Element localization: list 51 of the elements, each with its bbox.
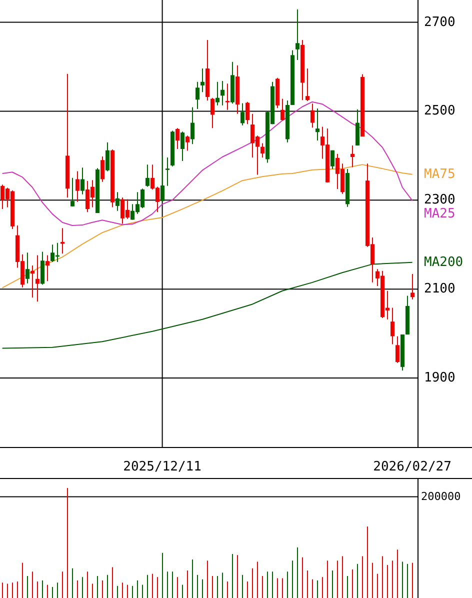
candlestick [246,101,250,125]
candlestick [356,108,360,146]
y-tick-label: 2100 [424,282,456,297]
candlestick [226,83,230,110]
candlestick [310,103,314,128]
candlestick [306,68,310,102]
candlestick [160,155,164,202]
candlestick [176,128,180,150]
line-series [2,164,413,288]
candlestick [410,273,414,300]
candlestick [190,106,194,145]
candlestick [100,156,104,182]
candlestick [180,131,184,162]
candlestick [76,170,80,202]
candlestick [330,150,334,170]
y-tick-label: 2500 [424,104,456,119]
candlestick [40,251,44,286]
candlestick [186,135,190,152]
candlestick [80,167,84,195]
text: 200000 [421,490,461,503]
candlestick [116,192,120,212]
candlestick [26,252,30,284]
x-tick-label: 2025/12/11 [123,460,202,475]
candlestick [260,142,264,158]
x-tick-label: 2026/02/27 [373,460,452,475]
candlestick [350,144,354,168]
y-tick-label: 1900 [424,370,456,386]
y-tick-label: 2700 [424,14,456,30]
candlestick [396,336,400,364]
candlestick [240,102,244,126]
candlestick [166,156,170,186]
series-label: MA25 [424,206,456,222]
line-series [2,101,413,226]
candlestick [36,254,40,302]
candlestick [196,81,200,110]
candlestick [30,265,34,298]
candlestick [106,142,110,172]
candlestick [280,98,284,121]
candlestick [390,307,394,345]
series-label: MA200 [424,254,464,270]
candlestick [210,97,214,129]
candlestick [70,177,74,207]
y-tick-label: 2300 [424,192,456,208]
series-label: MA75 [424,166,456,182]
candlestick [46,254,50,282]
candlestick [146,164,150,188]
candlestick [296,8,300,61]
candlestick [316,108,320,142]
candlestick [200,68,204,93]
candlestick [216,81,220,106]
candlestick [220,80,224,106]
